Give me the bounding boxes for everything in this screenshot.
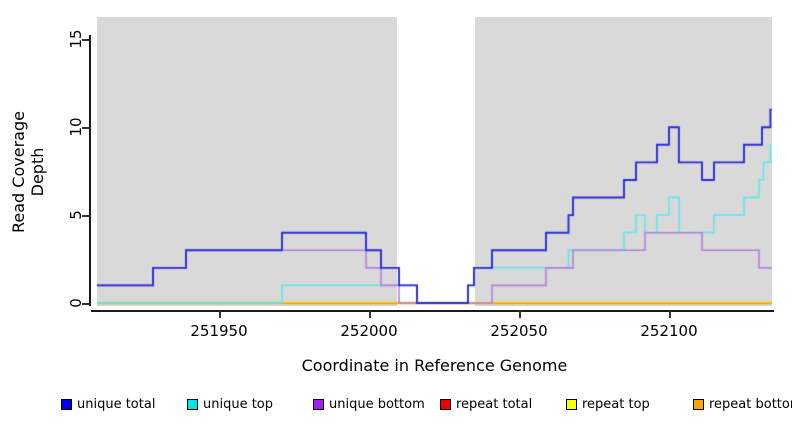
legend-label: unique top — [203, 397, 274, 412]
x-tick — [219, 311, 221, 318]
legend-label: repeat total — [456, 397, 533, 412]
y-tick — [82, 39, 89, 41]
y-tick — [82, 215, 89, 217]
y-tick — [82, 127, 89, 129]
y-tick-label: 5 — [67, 210, 85, 220]
x-tick — [669, 311, 671, 318]
x-tick-label: 251950 — [190, 322, 248, 340]
legend-color-swatch — [61, 399, 72, 410]
x-tick-label: 252100 — [640, 322, 698, 340]
y-tick-label: 15 — [67, 29, 85, 49]
y-tick — [82, 303, 89, 305]
x-axis-line — [91, 310, 774, 312]
legend-color-swatch — [566, 399, 577, 410]
x-tick-label: 252050 — [490, 322, 548, 340]
x-tick — [519, 311, 521, 318]
legend-color-swatch — [313, 399, 324, 410]
y-tick-label: 10 — [67, 117, 85, 137]
legend-color-swatch — [440, 399, 451, 410]
y-axis-title: Read Coverage Depth — [9, 111, 47, 233]
x-tick-label: 252000 — [340, 322, 398, 340]
legend-label: repeat bottom — [709, 397, 792, 412]
legend-label: unique total — [77, 397, 156, 412]
x-tick — [369, 311, 371, 318]
legend-color-swatch — [693, 399, 704, 410]
legend-label: unique bottom — [329, 397, 425, 412]
legend-label: repeat top — [582, 397, 650, 412]
y-axis-line — [89, 35, 91, 306]
legend-color-swatch — [187, 399, 198, 410]
x-axis-title: Coordinate in Reference Genome — [301, 356, 568, 375]
y-tick-label: 0 — [67, 298, 85, 308]
